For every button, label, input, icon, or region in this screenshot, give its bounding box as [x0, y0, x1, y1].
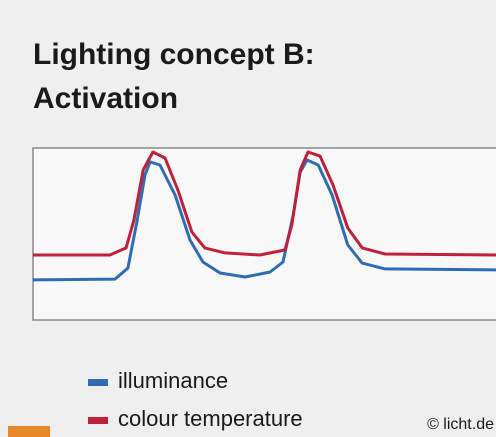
- legend-label: illuminance: [118, 368, 228, 393]
- credit: © licht.de: [427, 416, 494, 433]
- legend-swatch: [88, 379, 108, 386]
- chart-title: Lighting concept B:: [33, 38, 315, 71]
- plot-frame: [32, 147, 496, 321]
- series-line: [33, 150, 496, 257]
- series-line: [32, 158, 496, 282]
- legend-swatch: [88, 417, 108, 424]
- chart-subtitle: Activation: [33, 82, 178, 115]
- legend-label: colour temperature: [118, 406, 303, 431]
- page-badge: [8, 426, 50, 437]
